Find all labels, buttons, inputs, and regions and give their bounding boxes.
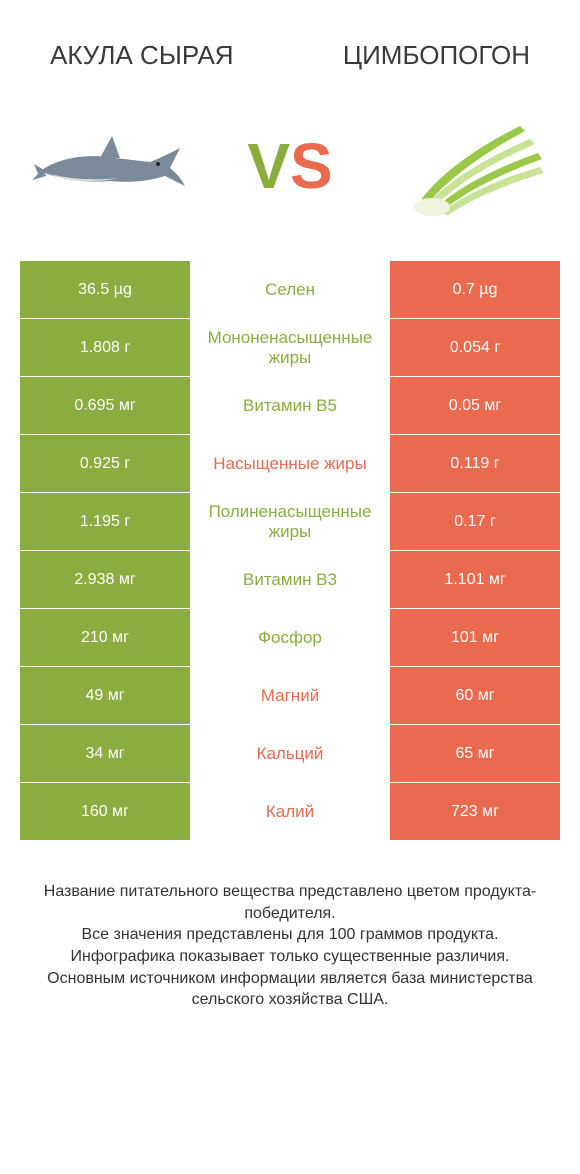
left-title: АКУЛА СЫРАЯ [50,40,234,71]
table-row: 36.5 µgСелен0.7 µg [20,261,560,319]
table-row: 1.808 гМононенасыщенные жиры0.054 г [20,319,560,377]
table-row: 0.695 мгВитамин B50.05 мг [20,377,560,435]
table-row: 49 мгМагний60 мг [20,667,560,725]
comparison-table: 36.5 µgСелен0.7 µg1.808 гМононенасыщенны… [20,261,560,841]
right-title: ЦИМБОПОГОН [343,40,530,71]
footer-line: Все значения представлены для 100 граммо… [30,924,550,946]
left-value: 34 мг [20,725,190,782]
nutrient-label: Витамин B5 [190,377,390,434]
footer-notes: Название питательного вещества представл… [0,881,580,1011]
right-value: 101 мг [390,609,560,666]
nutrient-label: Насыщенные жиры [190,435,390,492]
left-value: 49 мг [20,667,190,724]
nutrient-label: Полиненасыщенные жиры [190,493,390,550]
shark-image [30,111,190,221]
table-row: 0.925 гНасыщенные жиры0.119 г [20,435,560,493]
right-value: 0.054 г [390,319,560,376]
nutrient-label: Фосфор [190,609,390,666]
left-value: 2.938 мг [20,551,190,608]
nutrient-label: Кальций [190,725,390,782]
table-row: 2.938 мгВитамин B31.101 мг [20,551,560,609]
left-value: 36.5 µg [20,261,190,318]
lemongrass-image [390,111,550,221]
vs-s: S [290,130,333,202]
table-row: 1.195 гПолиненасыщенные жиры0.17 г [20,493,560,551]
vs-v: V [247,130,290,202]
table-row: 160 мгКалий723 мг [20,783,560,841]
right-value: 0.119 г [390,435,560,492]
left-value: 0.695 мг [20,377,190,434]
right-value: 0.05 мг [390,377,560,434]
right-value: 60 мг [390,667,560,724]
nutrient-label: Калий [190,783,390,840]
nutrient-label: Мононенасыщенные жиры [190,319,390,376]
header: АКУЛА СЫРАЯ ЦИМБОПОГОН [0,0,580,91]
footer-line: Название питательного вещества представл… [30,881,550,924]
right-value: 1.101 мг [390,551,560,608]
footer-line: Основным источником информации является … [30,968,550,1011]
vs-row: VS [0,91,580,251]
left-value: 1.808 г [20,319,190,376]
nutrient-label: Витамин B3 [190,551,390,608]
right-value: 0.17 г [390,493,560,550]
right-value: 723 мг [390,783,560,840]
nutrient-label: Селен [190,261,390,318]
table-row: 34 мгКальций65 мг [20,725,560,783]
right-value: 65 мг [390,725,560,782]
footer-line: Инфографика показывает только существенн… [30,946,550,968]
left-value: 1.195 г [20,493,190,550]
left-value: 160 мг [20,783,190,840]
table-row: 210 мгФосфор101 мг [20,609,560,667]
nutrient-label: Магний [190,667,390,724]
left-value: 210 мг [20,609,190,666]
left-value: 0.925 г [20,435,190,492]
right-value: 0.7 µg [390,261,560,318]
vs-label: VS [247,129,332,203]
